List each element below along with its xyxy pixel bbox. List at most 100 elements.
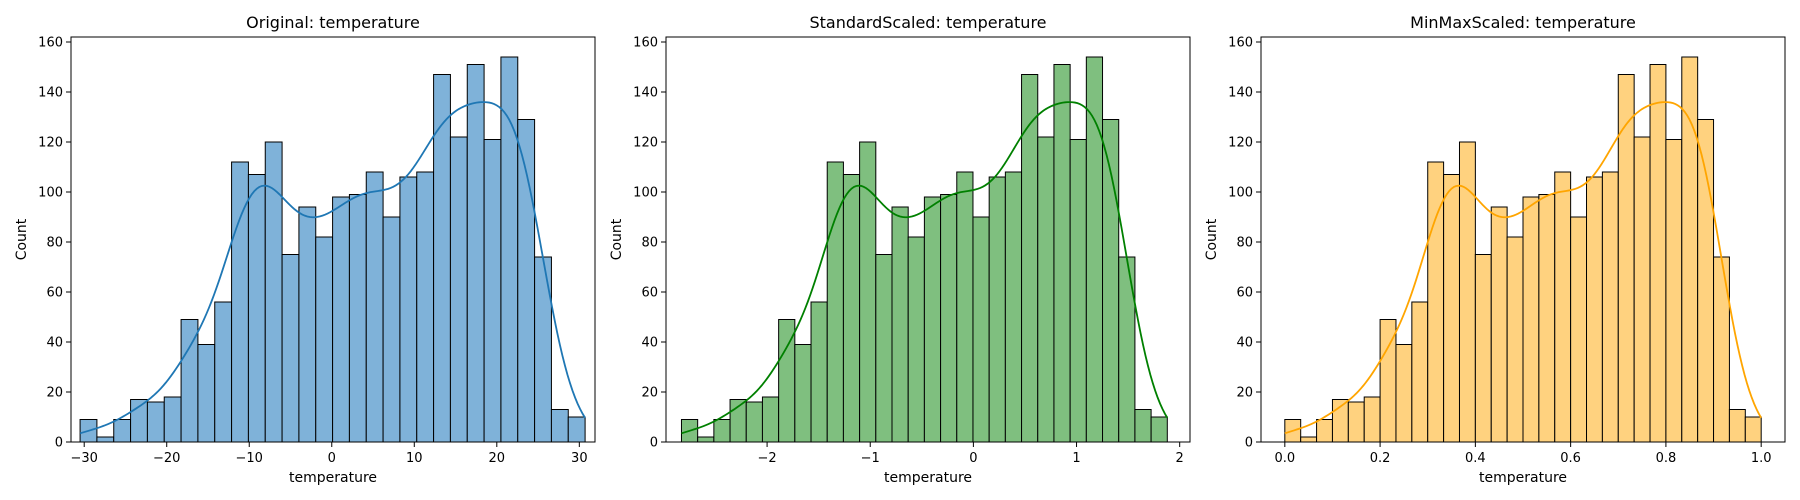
histogram-bar	[197, 344, 216, 443]
histogram-bar	[1728, 409, 1746, 443]
chart-panel-1: 0 20 40 60 80 100 120 140 160 −30 −20 −10 0 10 20 30 Ori…	[14, 13, 596, 486]
histogram-bar	[315, 236, 334, 443]
y-tick-label: 100	[633, 186, 658, 201]
kde-line	[79, 101, 586, 435]
x-tick-label: 0	[328, 451, 336, 466]
histogram-bar	[1443, 174, 1460, 443]
histogram-bar	[1633, 136, 1651, 443]
x-tick-label: 10	[406, 451, 423, 466]
histogram-bar	[875, 254, 893, 443]
y-tick-label: 140	[633, 86, 658, 101]
histogram-bar	[842, 174, 861, 443]
histogram-bar	[1085, 56, 1104, 443]
histogram-bar	[940, 194, 958, 443]
histogram-bar	[1316, 419, 1333, 443]
histogram-bar	[1053, 64, 1071, 443]
y-tick-label: 20	[1236, 386, 1253, 401]
y-tick-label: 60	[1236, 286, 1253, 301]
y-axis-label: Count	[1204, 218, 1220, 260]
x-tick-label: 0.8	[1656, 451, 1677, 466]
x-tick-label: 0.4	[1465, 451, 1486, 466]
x-axis-label: temperature	[884, 470, 972, 486]
y-tick-label: 80	[1236, 236, 1253, 251]
histogram-bar	[1681, 56, 1699, 443]
histogram-bar	[146, 401, 165, 443]
y-tick-label: 20	[641, 386, 658, 401]
x-tick-label: 1	[1072, 451, 1080, 466]
y-tick-label: 80	[641, 236, 658, 251]
histogram-bar	[972, 216, 990, 443]
histogram-bar	[1118, 256, 1136, 443]
x-tick-label: 2	[1176, 451, 1184, 466]
histogram-bar	[988, 176, 1006, 443]
histogram-bar	[1474, 254, 1492, 443]
histogram-bar	[1102, 119, 1120, 443]
plot-frame	[70, 36, 596, 443]
histogram-bar	[96, 436, 115, 443]
histogram-bar	[1021, 74, 1039, 443]
histogram-bar	[1347, 401, 1365, 443]
histogram-bar	[399, 176, 418, 443]
histogram-bar	[332, 196, 350, 443]
histogram-bar	[247, 174, 266, 443]
x-axis-label: temperature	[289, 470, 377, 486]
x-tick-label: 0.0	[1274, 451, 1295, 466]
histogram-bar	[534, 256, 552, 443]
y-axis-label: Count	[14, 218, 30, 260]
histogram-bar	[1586, 176, 1603, 443]
histogram-bar	[1150, 416, 1168, 443]
x-tick-label: 0.6	[1560, 451, 1581, 466]
x-tick-label: 0.2	[1370, 451, 1391, 466]
histogram-bar	[956, 171, 974, 443]
y-tick-label: 100	[1228, 186, 1253, 201]
y-tick-label: 60	[46, 286, 63, 301]
chart-panel-2: 0 20 40 60 80 100 120 140 160 −2 −1 0 1 2 StandardScal…	[609, 13, 1191, 486]
histogram-bar	[163, 396, 182, 443]
kde-line	[1284, 101, 1762, 435]
x-tick-label: 0	[969, 451, 977, 466]
histogram-bar	[466, 64, 485, 443]
plot-frame	[665, 36, 1191, 443]
histogram-bar	[1617, 74, 1635, 443]
x-tick-label: −1	[861, 451, 880, 466]
y-tick-label: 120	[38, 136, 63, 151]
histogram-bar	[483, 139, 502, 443]
histogram-bar	[794, 344, 812, 443]
y-axis-label: Count	[609, 218, 625, 260]
histogram-bar	[1395, 344, 1413, 443]
histogram-bar	[810, 301, 828, 443]
histogram-bar	[433, 74, 451, 443]
y-tick-label: 40	[1236, 336, 1253, 351]
histogram-bar	[1506, 236, 1524, 443]
histogram-bar	[1004, 171, 1023, 443]
histogram-bar	[416, 171, 435, 443]
histogram-bar	[697, 436, 715, 443]
histogram-bar	[1300, 436, 1318, 443]
x-tick-label: 20	[489, 451, 506, 466]
chart-title: MinMaxScaled: temperature	[1410, 13, 1636, 32]
y-tick-label: 0	[1245, 436, 1253, 451]
histogram-bar	[567, 416, 586, 443]
histogram-bar	[1713, 256, 1730, 443]
chart-title: StandardScaled: temperature	[809, 13, 1046, 32]
histogram-bar	[550, 409, 569, 443]
y-tick-label: 40	[641, 336, 658, 351]
y-tick-label: 60	[641, 286, 658, 301]
x-tick-label: −20	[153, 451, 180, 466]
x-tick-label: 30	[571, 451, 588, 466]
y-tick-label: 80	[46, 236, 63, 251]
histogram-bar	[281, 254, 300, 443]
histogram-bar	[1069, 139, 1087, 443]
y-tick-label: 0	[55, 436, 63, 451]
histogram-bar	[348, 194, 367, 443]
y-tick-label: 120	[1228, 136, 1253, 151]
y-tick-label: 140	[38, 86, 63, 101]
kde-line	[681, 101, 1169, 435]
histogram-bar	[1411, 301, 1429, 443]
histogram-bar	[449, 136, 468, 443]
y-tick-label: 40	[46, 336, 63, 351]
histogram-bar	[745, 401, 763, 443]
histogram-bar	[1601, 171, 1619, 443]
x-axis-label: temperature	[1479, 470, 1567, 486]
